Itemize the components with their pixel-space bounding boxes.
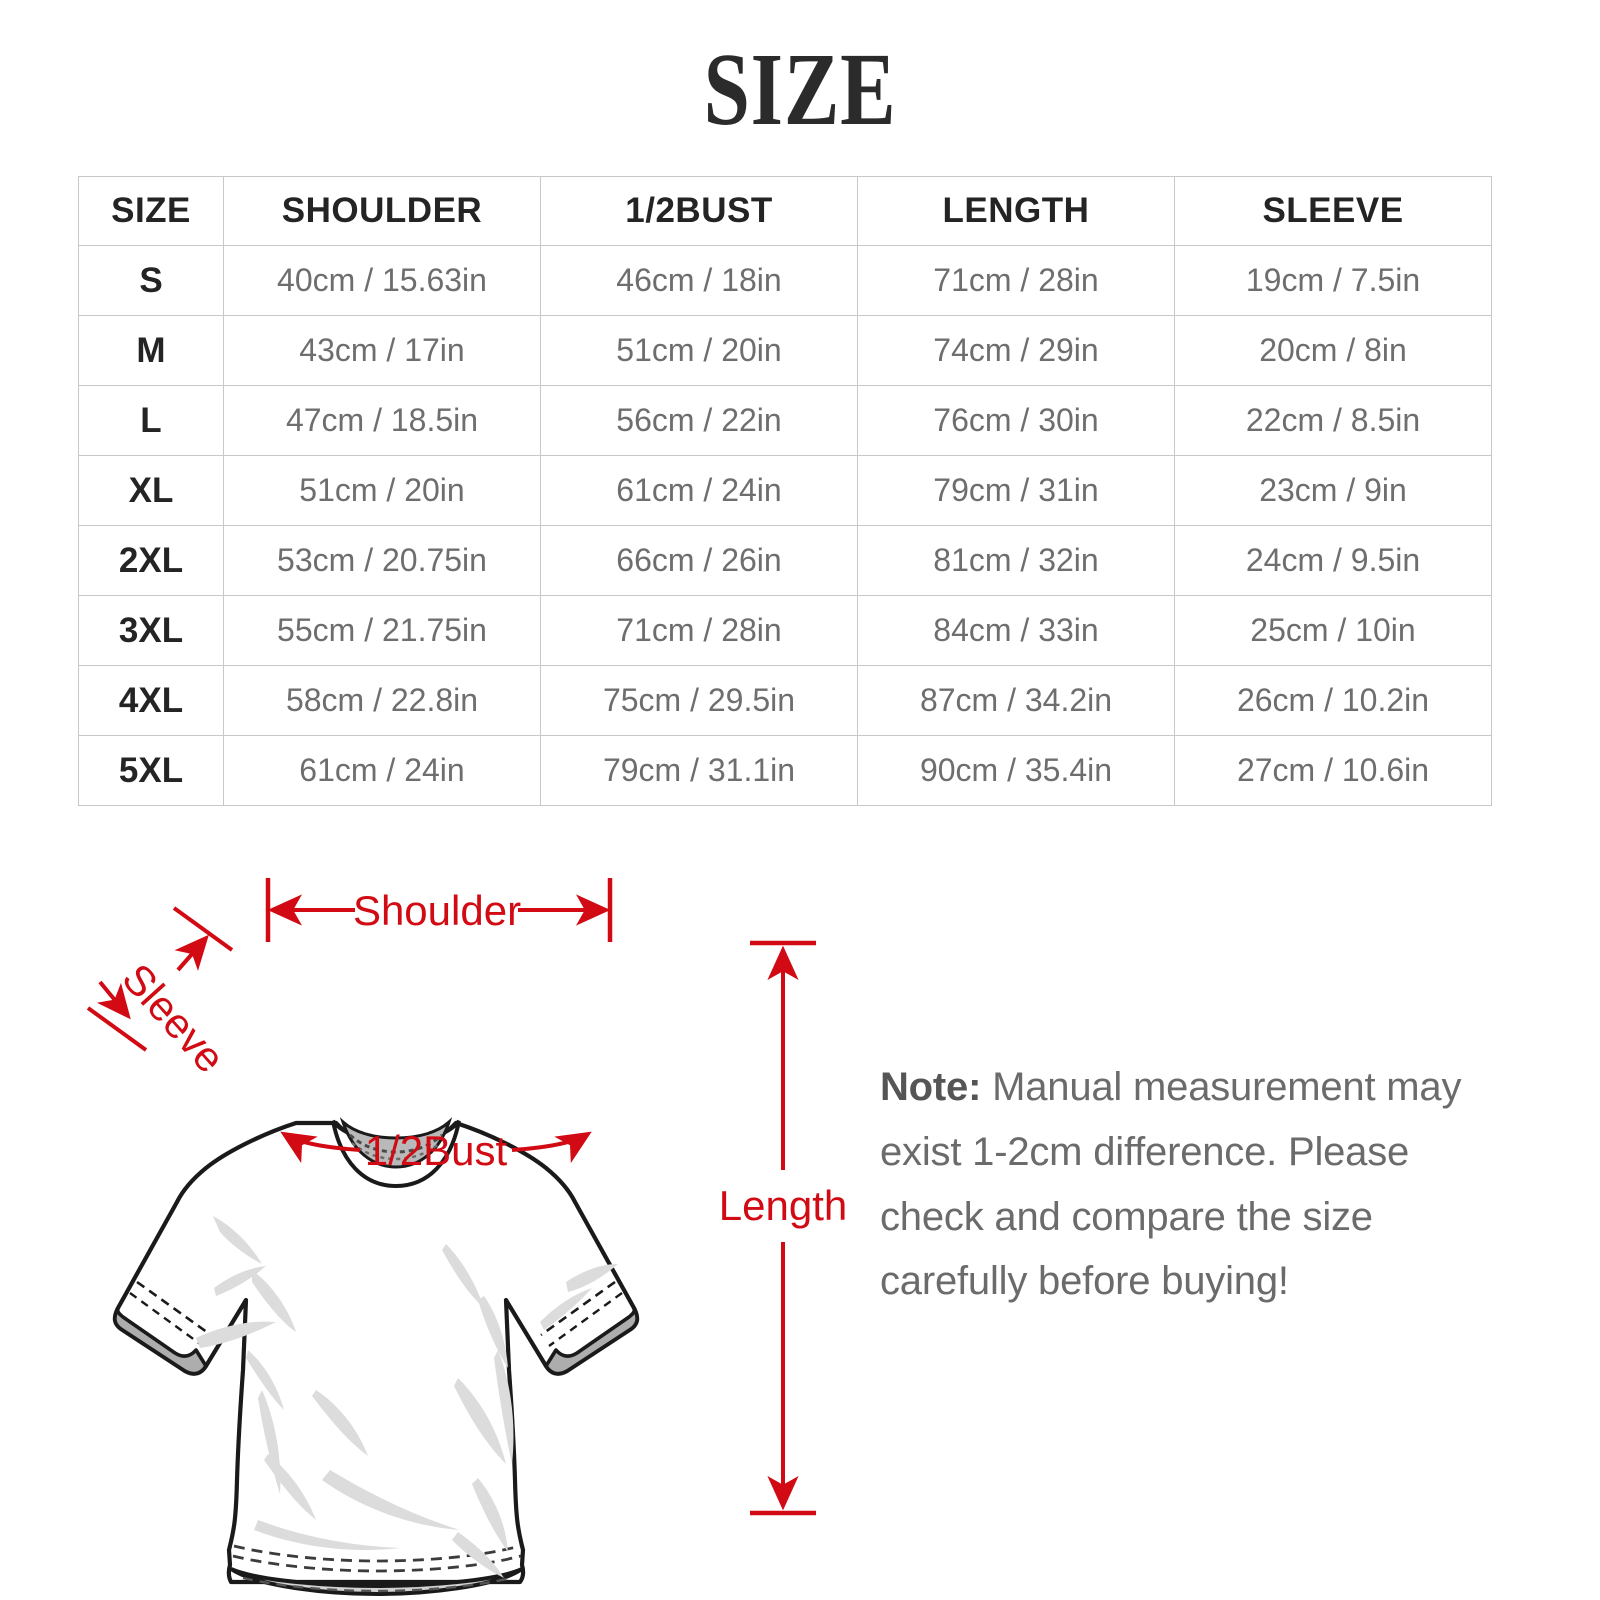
tshirt-illustration	[112, 1117, 640, 1597]
tshirt-collar-stitch-2	[351, 1142, 441, 1161]
cell-shoulder: 47cm / 18.5in	[223, 385, 541, 456]
cell-sleeve: 27cm / 10.6in	[1174, 735, 1492, 806]
cell-sleeve: 23cm / 9in	[1174, 455, 1492, 526]
column-header-shoulder: SHOULDER	[223, 176, 541, 246]
cell-length: 87cm / 34.2in	[857, 665, 1175, 736]
note-text: Manual measurement may exist 1-2cm diffe…	[880, 1065, 1462, 1304]
cell-shoulder: 40cm / 15.63in	[223, 245, 541, 316]
tshirt-hem-stitch-3	[242, 1576, 512, 1593]
tshirt-shading	[196, 1216, 618, 1578]
cell-size: 3XL	[78, 595, 224, 666]
sleeve-arrow-up	[174, 934, 209, 972]
column-header-sleeve: SLEEVE	[1174, 176, 1492, 246]
tshirt-hem-stitch-1	[233, 1544, 521, 1563]
cell-size: M	[78, 315, 224, 386]
cell-shoulder: 53cm / 20.75in	[223, 525, 541, 596]
cell-bust: 66cm / 26in	[540, 525, 858, 596]
cell-bust: 61cm / 24in	[540, 455, 858, 526]
table-row: 2XL 53cm / 20.75in 66cm / 26in 81cm / 32…	[78, 525, 1492, 596]
size-chart-table: SIZE SHOULDER 1/2BUST LENGTH SLEEVE S 40…	[78, 176, 1492, 806]
table-row: L 47cm / 18.5in 56cm / 22in 76cm / 30in …	[78, 385, 1492, 456]
cell-shoulder: 61cm / 24in	[223, 735, 541, 806]
cell-sleeve: 22cm / 8.5in	[1174, 385, 1492, 456]
cell-bust: 51cm / 20in	[540, 315, 858, 386]
note-label: Note:	[880, 1065, 982, 1109]
cell-bust: 71cm / 28in	[540, 595, 858, 666]
tshirt-right-cuff-stitch-1	[540, 1280, 616, 1337]
page-title: SIZE	[703, 32, 897, 147]
cell-size: 5XL	[78, 735, 224, 806]
table-header-row: SIZE SHOULDER 1/2BUST LENGTH SLEEVE	[78, 176, 1492, 246]
cell-length: 84cm / 33in	[857, 595, 1175, 666]
tshirt-left-cuff-inner	[113, 1306, 208, 1376]
cell-length: 81cm / 32in	[857, 525, 1175, 596]
cell-length: 74cm / 29in	[857, 315, 1175, 386]
shoulder-label: Shoulder	[353, 887, 521, 934]
cell-length: 76cm / 30in	[857, 385, 1175, 456]
length-measurement	[750, 940, 816, 1516]
cell-sleeve: 20cm / 8in	[1174, 315, 1492, 386]
cell-size: 2XL	[78, 525, 224, 596]
table-row: 4XL 58cm / 22.8in 75cm / 29.5in 87cm / 3…	[78, 665, 1492, 736]
cell-shoulder: 51cm / 20in	[223, 455, 541, 526]
tshirt-left-cuff-stitch-1	[136, 1280, 212, 1337]
cell-bust: 75cm / 29.5in	[540, 665, 858, 736]
bust-measurement	[280, 1131, 592, 1164]
sleeve-tick-bottom	[86, 1006, 148, 1052]
cell-shoulder: 55cm / 21.75in	[223, 595, 541, 666]
length-label: Length	[719, 1182, 847, 1229]
cell-shoulder: 43cm / 17in	[223, 315, 541, 386]
table-row: 5XL 61cm / 24in 79cm / 31.1in 90cm / 35.…	[78, 735, 1492, 806]
column-header-size: SIZE	[78, 176, 224, 246]
shoulder-measurement	[265, 878, 613, 942]
column-header-length: LENGTH	[857, 176, 1175, 246]
cell-length: 79cm / 31in	[857, 455, 1175, 526]
bust-arrow-right	[511, 1131, 592, 1164]
sleeve-measurement	[86, 906, 234, 1052]
cell-length: 71cm / 28in	[857, 245, 1175, 316]
cell-sleeve: 26cm / 10.2in	[1174, 665, 1492, 736]
bust-label: 1/2Bust	[365, 1127, 508, 1174]
cell-size: S	[78, 245, 224, 316]
table-row: M 43cm / 17in 51cm / 20in 74cm / 29in 20…	[78, 315, 1492, 386]
column-header-bust: 1/2BUST	[540, 176, 858, 246]
table-row: XL 51cm / 20in 61cm / 24in 79cm / 31in 2…	[78, 455, 1492, 526]
table-row: 3XL 55cm / 21.75in 71cm / 28in 84cm / 33…	[78, 595, 1492, 666]
sleeve-tick-top	[172, 906, 234, 952]
cell-shoulder: 58cm / 22.8in	[223, 665, 541, 736]
table-row: S 40cm / 15.63in 46cm / 18in 71cm / 28in…	[78, 245, 1492, 316]
sleeve-arrow-down	[96, 980, 131, 1020]
cell-length: 90cm / 35.4in	[857, 735, 1175, 806]
note-block: Note: Manual measurement may exist 1-2cm…	[880, 1055, 1500, 1314]
cell-sleeve: 19cm / 7.5in	[1174, 245, 1492, 316]
cell-size: L	[78, 385, 224, 456]
cell-bust: 79cm / 31.1in	[540, 735, 858, 806]
cell-size: 4XL	[78, 665, 224, 736]
cell-sleeve: 25cm / 10in	[1174, 595, 1492, 666]
cell-size: XL	[78, 455, 224, 526]
bust-arrow-left	[280, 1131, 361, 1164]
sleeve-label: Sleeve	[113, 955, 234, 1082]
tshirt-right-cuff-inner	[544, 1306, 639, 1376]
cell-bust: 46cm / 18in	[540, 245, 858, 316]
tshirt-left-cuff-stitch-2	[129, 1292, 204, 1347]
tshirt-right-cuff-stitch-2	[548, 1292, 623, 1347]
tshirt-hem-stitch-2	[232, 1554, 522, 1573]
cell-bust: 56cm / 22in	[540, 385, 858, 456]
tshirt-collar-inner	[339, 1117, 453, 1169]
cell-sleeve: 24cm / 9.5in	[1174, 525, 1492, 596]
measurement-diagram: Shoulder Sleeve 1/2Bust Length	[0, 830, 1600, 1600]
